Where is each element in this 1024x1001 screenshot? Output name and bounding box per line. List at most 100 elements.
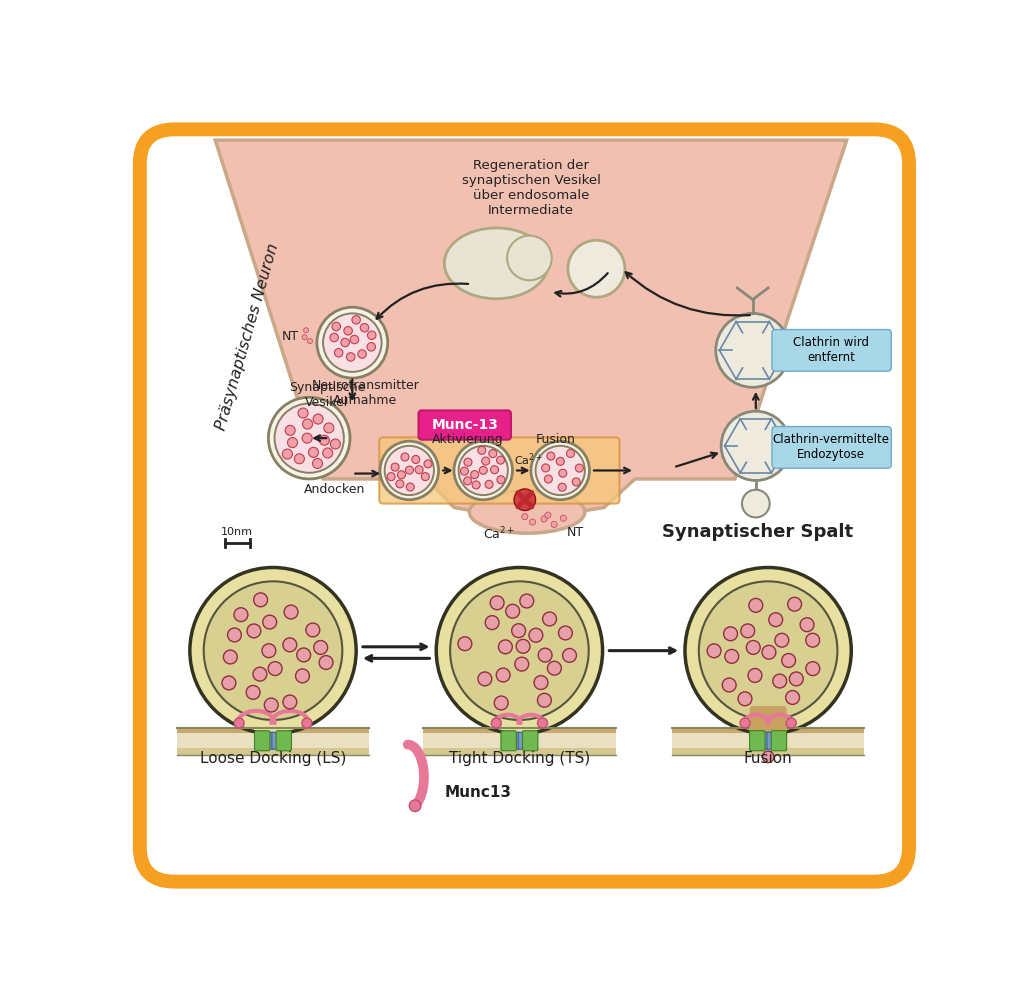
Circle shape bbox=[401, 453, 409, 461]
Circle shape bbox=[722, 678, 736, 692]
Circle shape bbox=[543, 612, 556, 626]
Circle shape bbox=[535, 676, 548, 690]
Circle shape bbox=[806, 662, 820, 676]
FancyBboxPatch shape bbox=[255, 731, 270, 751]
Circle shape bbox=[545, 513, 551, 519]
Circle shape bbox=[283, 695, 297, 709]
Circle shape bbox=[514, 488, 536, 511]
FancyBboxPatch shape bbox=[772, 329, 891, 371]
Circle shape bbox=[341, 338, 349, 346]
Ellipse shape bbox=[444, 228, 548, 298]
Circle shape bbox=[539, 649, 552, 662]
Circle shape bbox=[545, 475, 552, 483]
Circle shape bbox=[412, 455, 420, 463]
Circle shape bbox=[559, 469, 567, 477]
Ellipse shape bbox=[507, 235, 552, 280]
Circle shape bbox=[303, 327, 308, 333]
Circle shape bbox=[516, 640, 530, 654]
FancyBboxPatch shape bbox=[750, 706, 786, 737]
Text: NT: NT bbox=[282, 330, 298, 343]
Bar bbox=[423, 749, 615, 756]
Circle shape bbox=[302, 419, 312, 429]
Circle shape bbox=[234, 608, 248, 622]
Circle shape bbox=[497, 456, 505, 464]
Circle shape bbox=[742, 489, 770, 518]
Circle shape bbox=[283, 449, 293, 459]
FancyBboxPatch shape bbox=[276, 731, 292, 751]
Circle shape bbox=[306, 623, 319, 637]
Circle shape bbox=[247, 624, 261, 638]
Circle shape bbox=[488, 449, 497, 457]
Text: Fusion: Fusion bbox=[743, 751, 793, 766]
Circle shape bbox=[222, 676, 236, 690]
Circle shape bbox=[316, 307, 388, 378]
Circle shape bbox=[397, 470, 406, 478]
Circle shape bbox=[387, 472, 395, 480]
Circle shape bbox=[262, 644, 275, 658]
Circle shape bbox=[189, 568, 356, 734]
Circle shape bbox=[421, 472, 429, 480]
Circle shape bbox=[254, 593, 267, 607]
Circle shape bbox=[716, 313, 790, 387]
Circle shape bbox=[556, 457, 564, 465]
FancyBboxPatch shape bbox=[501, 731, 516, 751]
Text: Munc-13: Munc-13 bbox=[431, 418, 499, 432]
Circle shape bbox=[479, 466, 487, 474]
FancyBboxPatch shape bbox=[772, 426, 891, 468]
Circle shape bbox=[490, 465, 499, 473]
Circle shape bbox=[790, 672, 803, 686]
Circle shape bbox=[725, 650, 738, 664]
Ellipse shape bbox=[469, 490, 585, 534]
Bar bbox=[672, 733, 864, 749]
Circle shape bbox=[497, 475, 505, 483]
Circle shape bbox=[566, 449, 574, 457]
Circle shape bbox=[263, 616, 276, 629]
Circle shape bbox=[775, 634, 788, 648]
Circle shape bbox=[529, 519, 536, 526]
Circle shape bbox=[391, 463, 399, 471]
Circle shape bbox=[471, 470, 478, 478]
FancyBboxPatch shape bbox=[262, 733, 274, 749]
FancyBboxPatch shape bbox=[750, 731, 765, 751]
Circle shape bbox=[268, 662, 282, 676]
Circle shape bbox=[350, 335, 358, 343]
Circle shape bbox=[424, 459, 432, 467]
Circle shape bbox=[538, 694, 551, 707]
Circle shape bbox=[781, 654, 796, 668]
Circle shape bbox=[461, 467, 468, 475]
Polygon shape bbox=[215, 140, 847, 516]
Circle shape bbox=[497, 668, 510, 682]
Circle shape bbox=[787, 598, 802, 612]
Circle shape bbox=[288, 437, 298, 447]
Text: 10nm: 10nm bbox=[221, 528, 253, 538]
Circle shape bbox=[531, 441, 590, 499]
Circle shape bbox=[246, 686, 260, 700]
Text: Clathrin-vermittelte
Endozytose: Clathrin-vermittelte Endozytose bbox=[773, 433, 890, 461]
Circle shape bbox=[560, 516, 566, 522]
Circle shape bbox=[297, 648, 310, 662]
Text: Munc13: Munc13 bbox=[444, 785, 512, 800]
Circle shape bbox=[223, 650, 238, 664]
Circle shape bbox=[536, 445, 585, 495]
Circle shape bbox=[296, 669, 309, 683]
Circle shape bbox=[436, 568, 602, 734]
Circle shape bbox=[572, 477, 581, 485]
Circle shape bbox=[415, 465, 423, 473]
Circle shape bbox=[485, 480, 494, 488]
Circle shape bbox=[786, 718, 797, 728]
Circle shape bbox=[332, 322, 340, 330]
Circle shape bbox=[284, 605, 298, 619]
Circle shape bbox=[234, 718, 244, 728]
Text: NT: NT bbox=[567, 526, 585, 539]
Circle shape bbox=[307, 338, 312, 343]
Circle shape bbox=[724, 627, 737, 641]
Circle shape bbox=[506, 605, 519, 619]
Bar bbox=[672, 728, 864, 733]
Text: Neurotransmitter
Aufnahme: Neurotransmitter Aufnahme bbox=[311, 378, 420, 406]
Circle shape bbox=[547, 452, 555, 460]
Text: Regeneration der
synaptischen Vesikel
über endosomale
Intermediate: Regeneration der synaptischen Vesikel üb… bbox=[462, 159, 600, 217]
Circle shape bbox=[352, 315, 360, 324]
Text: Tight Docking (TS): Tight Docking (TS) bbox=[449, 751, 590, 766]
Circle shape bbox=[495, 696, 508, 710]
Text: Andocken: Andocken bbox=[304, 482, 366, 495]
